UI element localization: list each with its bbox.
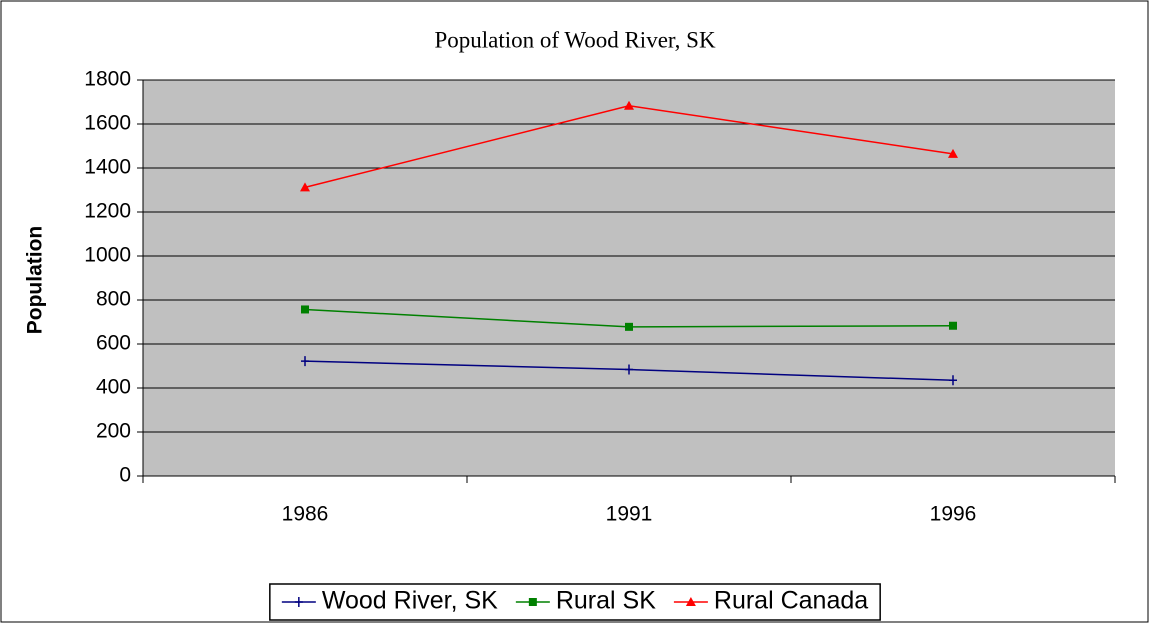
marker <box>625 364 633 375</box>
x-tick-label: 1996 <box>930 503 977 526</box>
marker <box>301 305 309 314</box>
marker <box>294 597 303 607</box>
y-tick-label: 1800 <box>84 68 131 91</box>
legend: Wood River, SK Rural SK Rural Canada <box>269 583 881 621</box>
legend-box <box>269 583 881 621</box>
y-tick-label: 800 <box>96 288 131 311</box>
y-tick-label: 0 <box>119 464 131 487</box>
legend-label: Rural Canada <box>714 587 868 615</box>
marker <box>949 321 957 330</box>
marker <box>685 597 696 606</box>
y-axis-label: Population <box>24 226 47 335</box>
marker <box>624 100 634 110</box>
marker <box>301 356 309 367</box>
marker <box>948 148 958 158</box>
legend-label: Wood River, SK <box>322 587 498 615</box>
y-tick-label: 400 <box>96 376 131 399</box>
y-tick-label: 1000 <box>84 244 131 267</box>
y-tick-label: 1200 <box>84 200 131 223</box>
y-tick-label: 1400 <box>84 156 131 179</box>
y-tick-label: 1600 <box>84 112 131 135</box>
x-tick-label: 1986 <box>282 503 329 526</box>
plot-area <box>143 80 1115 476</box>
chart-title: Population of Wood River, SK <box>434 27 716 52</box>
y-tick-label: 200 <box>96 420 131 443</box>
y-tick-label: 600 <box>96 332 131 355</box>
marker <box>300 182 310 192</box>
marker <box>949 375 957 386</box>
marker <box>528 598 537 606</box>
marker <box>625 322 633 331</box>
x-tick-label: 1991 <box>606 503 653 526</box>
legend-label: Rural SK <box>556 587 656 615</box>
